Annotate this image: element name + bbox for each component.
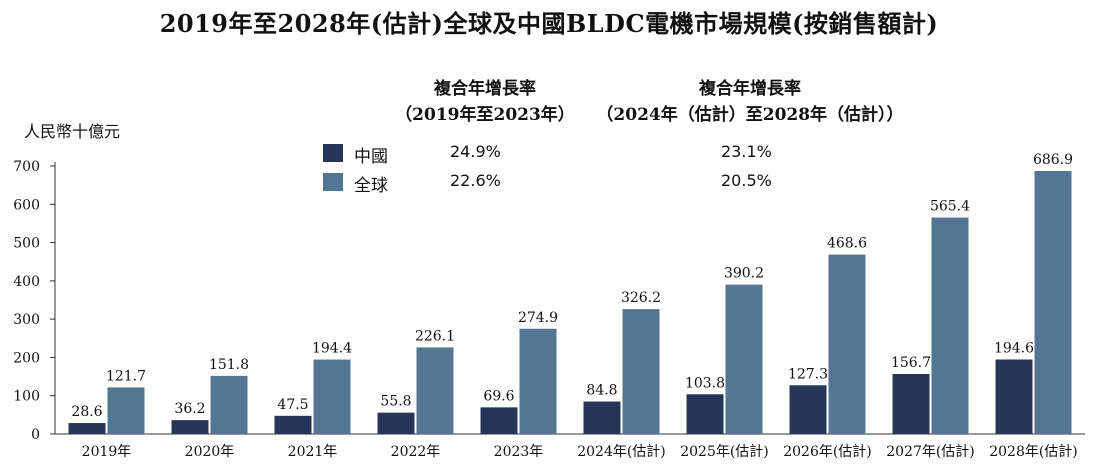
- cagr-header-line1: 複合年增長率: [699, 79, 801, 99]
- bar-global: [725, 284, 763, 434]
- data-label-global: 274.9: [518, 310, 558, 326]
- cagr-header-2019-2023: 複合年增長率 （2019年至2023年）: [390, 76, 580, 128]
- y-tick-label: 200: [13, 350, 40, 366]
- data-label-global: 390.2: [724, 266, 764, 282]
- bar-china: [480, 407, 518, 434]
- x-tick-label: 2020年: [185, 444, 235, 460]
- bar-global: [519, 328, 557, 434]
- bar-china: [274, 415, 312, 434]
- bar-china: [171, 420, 209, 434]
- data-label-china: 156.7: [891, 355, 931, 371]
- data-label-global: 326.2: [621, 290, 661, 306]
- y-tick-label: 700: [13, 159, 40, 175]
- y-tick-label: 0: [31, 427, 40, 443]
- data-label-global: 468.6: [827, 236, 867, 252]
- bar-global: [107, 387, 145, 434]
- bar-global: [828, 254, 866, 434]
- data-label-china: 69.6: [483, 388, 514, 404]
- x-tick-label: 2021年: [288, 444, 338, 460]
- bar-global: [931, 217, 969, 434]
- data-label-china: 55.8: [380, 394, 411, 410]
- data-label-china: 47.5: [277, 397, 308, 413]
- legend-swatch-global: [323, 173, 343, 191]
- cagr-china-2019-2023: 24.9%: [450, 142, 501, 161]
- data-label-china: 103.8: [685, 375, 725, 391]
- cagr-header-line1: 複合年增長率: [434, 79, 536, 99]
- x-tick-label: 2022年: [391, 444, 441, 460]
- y-axis-unit-label: 人民幣十億元: [24, 122, 121, 141]
- data-label-china: 36.2: [174, 401, 205, 417]
- bar-global: [416, 347, 454, 434]
- y-tick-label: 100: [13, 389, 40, 405]
- data-label-global: 194.4: [312, 341, 352, 357]
- bar-china: [377, 412, 415, 434]
- bar-global: [1034, 171, 1072, 434]
- data-label-global: 565.4: [930, 199, 970, 215]
- data-label-global: 151.8: [209, 357, 249, 373]
- bar-china: [68, 423, 106, 434]
- data-label-china: 194.6: [994, 340, 1034, 356]
- bar-china: [995, 359, 1033, 434]
- y-tick-label: 400: [13, 274, 40, 290]
- x-tick-label: 2019年: [82, 444, 132, 460]
- cagr-header-line2: （2024年（估計）至2028年（估計））: [596, 105, 904, 125]
- x-tick-label: 2028年(估計): [989, 444, 1078, 460]
- y-tick-label: 500: [13, 236, 40, 252]
- legend-label-china: 中國: [354, 147, 388, 167]
- data-label-global: 686.9: [1033, 152, 1073, 168]
- bar-china: [789, 385, 827, 434]
- data-label-china: 127.3: [788, 366, 828, 382]
- bar-global: [210, 375, 248, 434]
- bar-global: [313, 359, 351, 434]
- legend-swatch-china: [323, 144, 343, 162]
- data-label-china: 84.8: [586, 383, 617, 399]
- cagr-header-line2: （2019年至2023年）: [395, 105, 575, 125]
- x-tick-label: 2026年(估計): [783, 444, 872, 460]
- y-tick-label: 300: [13, 312, 40, 328]
- x-tick-label: 2025年(估計): [680, 444, 769, 460]
- cagr-header-2024-2028: 複合年增長率 （2024年（估計）至2028年（估計））: [590, 76, 910, 128]
- cagr-china-2024-2028: 23.1%: [721, 142, 772, 161]
- bar-china: [583, 401, 621, 434]
- x-tick-label: 2023年: [494, 444, 544, 460]
- chart-title: 2019年至2028年(估計)全球及中國BLDC電機市場規模(按銷售額計): [159, 9, 939, 38]
- legend-label-global: 全球: [354, 176, 388, 196]
- data-label-global: 226.1: [415, 328, 455, 344]
- x-tick-label: 2027年(估計): [886, 444, 975, 460]
- cagr-global-2019-2023: 22.6%: [450, 171, 501, 190]
- data-label-china: 28.6: [71, 404, 102, 420]
- y-tick-label: 600: [13, 197, 40, 213]
- x-tick-label: 2024年(估計): [577, 444, 666, 460]
- bar-china: [892, 374, 930, 434]
- data-label-global: 121.7: [106, 368, 146, 384]
- cagr-global-2024-2028: 20.5%: [721, 171, 772, 190]
- bar-china: [686, 394, 724, 434]
- bar-global: [622, 309, 660, 434]
